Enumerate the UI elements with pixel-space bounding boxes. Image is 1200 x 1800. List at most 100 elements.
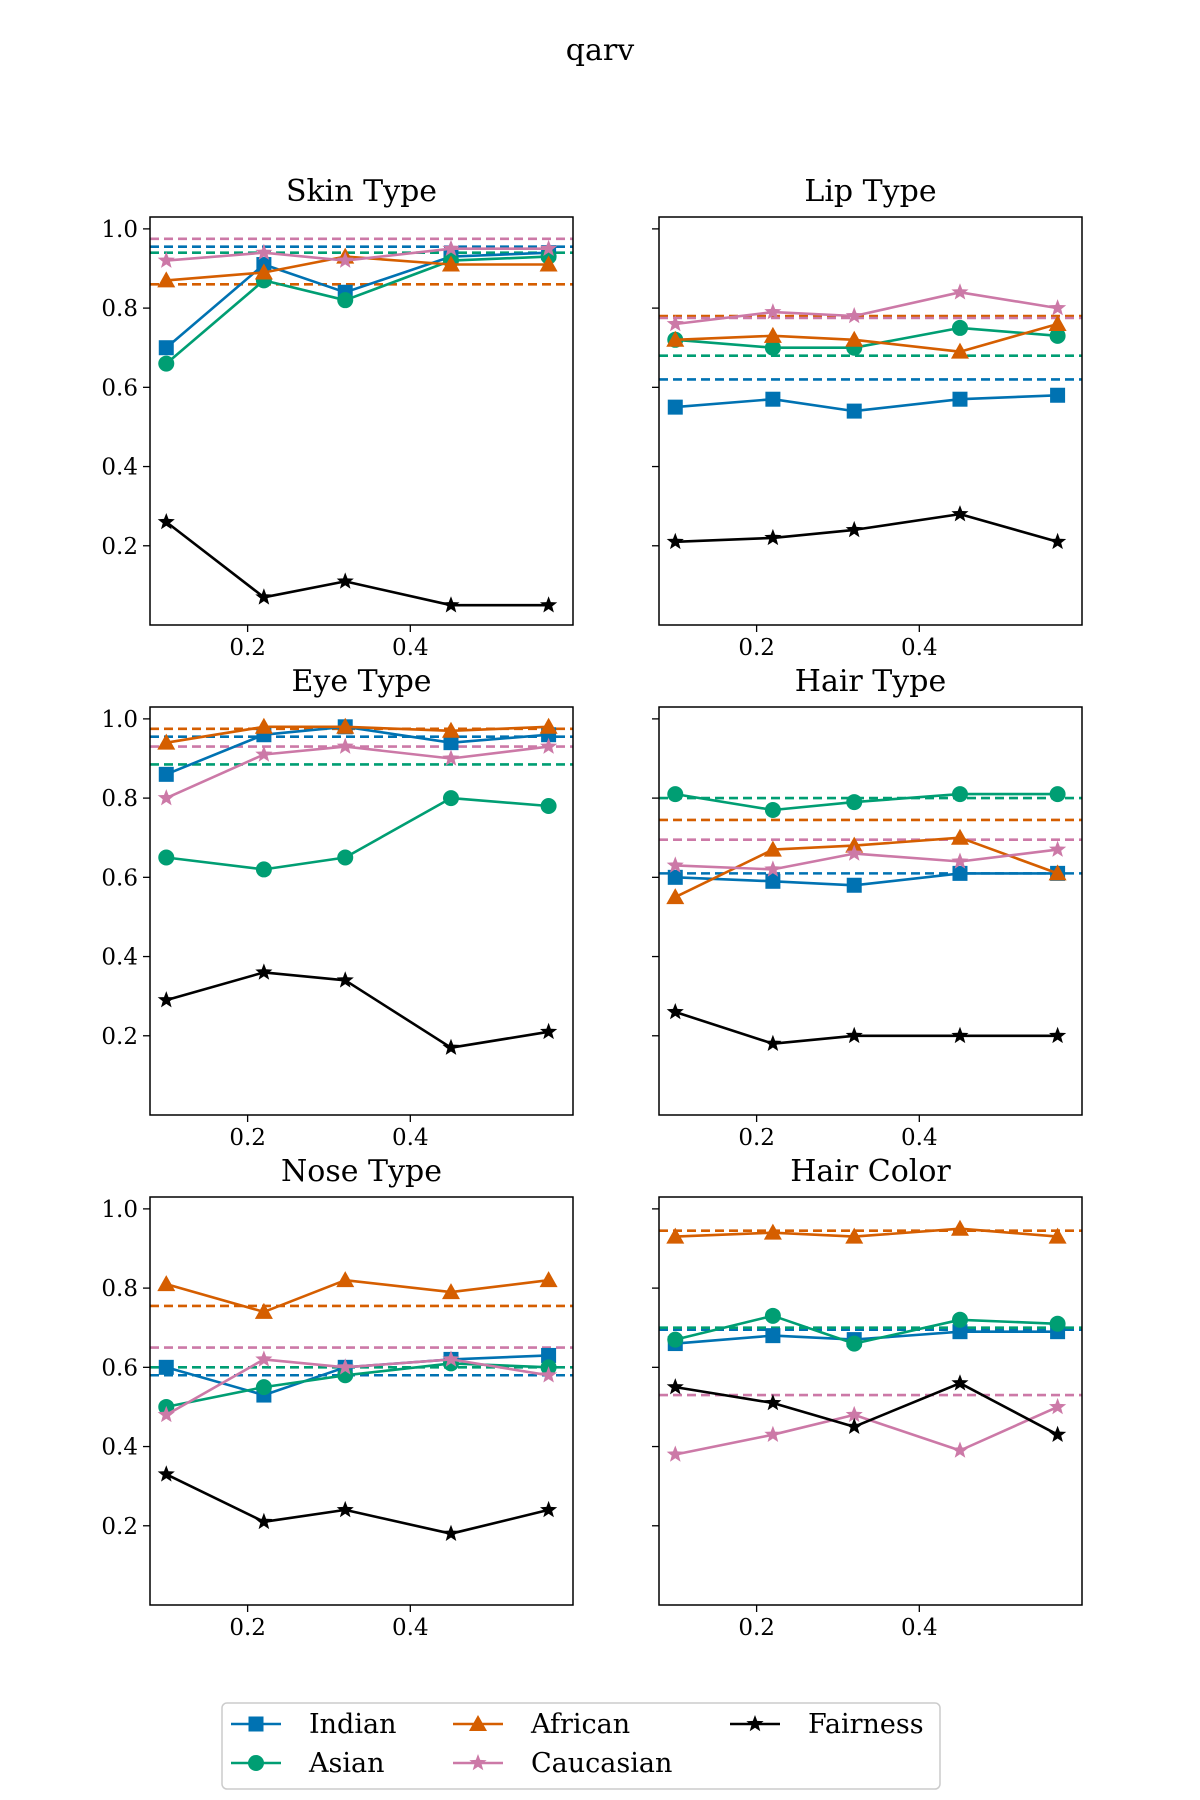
data-point xyxy=(845,307,863,324)
series-indian xyxy=(158,245,557,356)
data-point xyxy=(336,572,354,589)
data-point xyxy=(1049,1315,1066,1332)
data-point xyxy=(1049,299,1067,316)
x-tick-label: 0.4 xyxy=(901,635,938,661)
legend-item-caucasian: Caucasian xyxy=(453,1748,672,1779)
legend-marker xyxy=(248,1755,264,1771)
axes-frame xyxy=(149,1196,574,1606)
data-point xyxy=(951,1026,969,1044)
y-tick-label: 0.8 xyxy=(101,1276,138,1302)
data-point xyxy=(442,1038,460,1055)
data-point xyxy=(255,1512,273,1530)
series-line xyxy=(165,251,549,349)
plot-area xyxy=(659,1219,1082,1462)
data-point xyxy=(254,717,273,734)
data-point xyxy=(254,1302,273,1319)
series-line xyxy=(675,322,1058,354)
data-point xyxy=(158,766,174,782)
series-line xyxy=(675,1381,1059,1436)
plot-area xyxy=(150,237,573,613)
subplot-title: Eye Type xyxy=(291,664,431,699)
axes-frame xyxy=(658,1196,1083,1606)
data-point xyxy=(540,1500,558,1518)
data-point xyxy=(157,271,176,288)
series-fairness xyxy=(666,1003,1067,1051)
data-point xyxy=(540,737,558,754)
series-line xyxy=(675,394,1058,413)
data-point xyxy=(666,888,685,905)
plot-area xyxy=(150,717,573,1055)
data-point xyxy=(539,1271,558,1288)
data-point xyxy=(158,355,175,372)
subplot-hair-color: Hair Color 0.2 0.4 xyxy=(652,1154,1083,1641)
data-point xyxy=(951,319,968,336)
data-point xyxy=(540,798,557,815)
series-fairness xyxy=(666,505,1067,550)
data-point xyxy=(158,1359,174,1375)
legend-item-african: African xyxy=(453,1709,630,1740)
x-tick-label: 0.2 xyxy=(738,635,775,661)
data-point xyxy=(540,1022,558,1040)
data-point xyxy=(539,717,558,734)
series-indian xyxy=(667,865,1066,893)
data-point xyxy=(157,513,175,530)
data-point xyxy=(157,251,175,268)
data-point xyxy=(157,733,176,750)
data-point xyxy=(845,1405,863,1423)
data-point xyxy=(255,861,272,878)
data-point xyxy=(336,971,354,988)
series-african xyxy=(157,717,558,750)
y-tick-label: 1.0 xyxy=(101,1197,138,1223)
series-caucasian xyxy=(157,737,558,806)
legend-marker xyxy=(746,1715,764,1732)
data-point xyxy=(441,1283,460,1300)
data-point xyxy=(764,1307,781,1324)
series-asian xyxy=(158,248,557,372)
x-tick-label: 0.2 xyxy=(229,1125,266,1151)
data-point xyxy=(764,303,782,320)
series-african xyxy=(666,1219,1067,1244)
x-tick-label: 0.2 xyxy=(229,1615,266,1641)
data-point xyxy=(336,737,354,754)
y-tick-label: 0.6 xyxy=(101,1355,138,1381)
subplot-hair-type: Hair Type 0.2 0.4 xyxy=(652,664,1083,1151)
y-tick-label: 0.4 xyxy=(101,1435,138,1461)
x-tick-label: 0.4 xyxy=(392,1615,429,1641)
series-line xyxy=(166,796,549,871)
data-point xyxy=(951,1441,969,1458)
data-point xyxy=(763,1223,782,1240)
data-point xyxy=(765,873,781,889)
data-point xyxy=(666,330,685,347)
data-point xyxy=(845,1417,863,1434)
data-point xyxy=(441,721,460,738)
series-fairness xyxy=(157,513,558,613)
plot-area xyxy=(659,283,1082,550)
x-tick-label: 0.2 xyxy=(229,635,266,661)
data-point xyxy=(952,865,968,881)
series-line xyxy=(165,520,549,607)
data-point xyxy=(765,391,781,407)
y-tick-label: 0.6 xyxy=(101,865,138,891)
x-tick-label: 0.2 xyxy=(738,1615,775,1641)
subplot-title: Nose Type xyxy=(281,1154,442,1189)
data-point xyxy=(1049,1397,1067,1415)
x-tick-label: 0.2 xyxy=(738,1125,775,1151)
legend-label: African xyxy=(530,1709,630,1740)
data-point xyxy=(337,849,354,866)
data-point xyxy=(764,528,782,546)
x-tick-label: 0.4 xyxy=(392,635,429,661)
y-tick-label: 0.4 xyxy=(101,945,138,971)
axes-frame xyxy=(149,706,574,1116)
data-point xyxy=(442,1524,460,1541)
data-point xyxy=(443,735,459,751)
y-tick-label: 0.2 xyxy=(101,1024,138,1050)
y-tick-label: 1.0 xyxy=(101,707,138,733)
data-point xyxy=(539,255,558,272)
series-line xyxy=(675,512,1058,544)
x-tick-label: 0.4 xyxy=(392,1125,429,1151)
data-point xyxy=(255,243,273,260)
data-point xyxy=(337,292,354,309)
data-point xyxy=(336,717,355,734)
data-point xyxy=(541,1347,557,1363)
